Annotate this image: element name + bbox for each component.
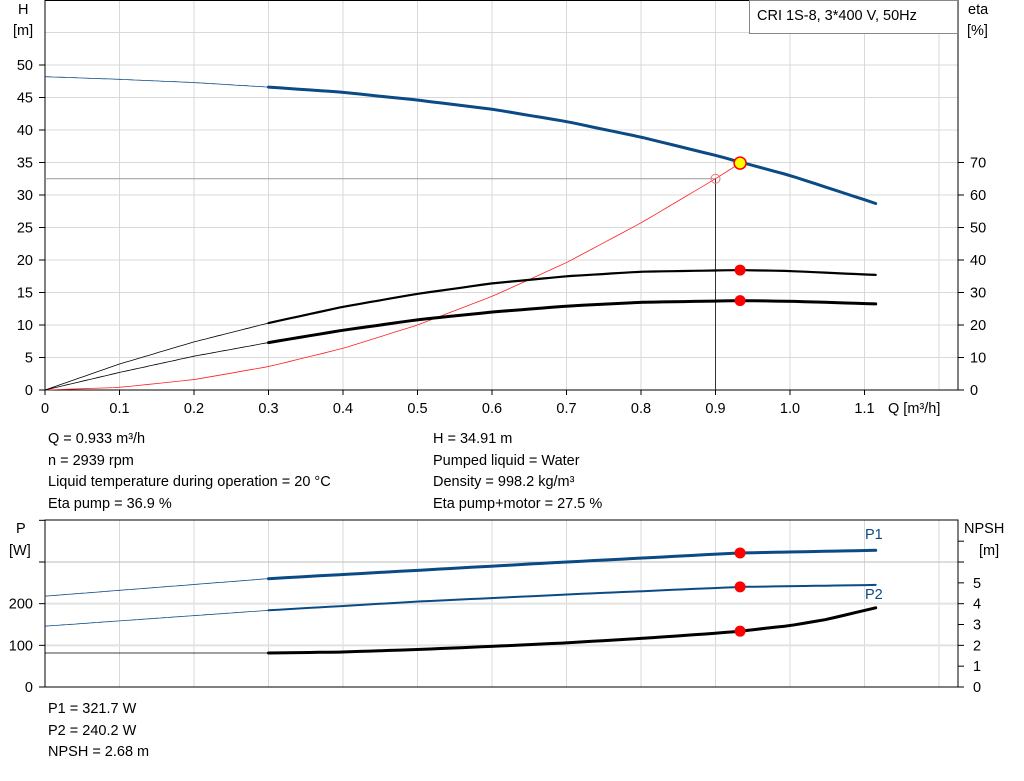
eta-tick-label: 20: [970, 318, 986, 334]
eta-total-curve: [267, 299, 878, 345]
eta-tick-label: 10: [970, 351, 986, 367]
h-axis-unit: [m]: [13, 23, 33, 39]
x-tick-label: 1.1: [854, 401, 874, 417]
info-bottom: P1 = 321.7 W P2 = 240.2 W NPSH = 2.68 m: [48, 699, 149, 764]
chart-title: CRI 1S-8, 3*400 V, 50Hz: [757, 8, 917, 24]
h-tick-label: 0: [25, 383, 33, 399]
npsh-tick-label: 5: [973, 576, 981, 592]
x-tick-label: 0: [41, 401, 49, 417]
npsh-tick-label: 0: [973, 680, 981, 696]
eta-pump-curve-thin: [44, 322, 269, 391]
info-liquid: Pumped liquid = Water: [433, 452, 580, 469]
h-tick-label: 35: [17, 156, 33, 172]
p1-curve: [267, 548, 878, 581]
p-tick-label: 200: [9, 597, 33, 613]
p-axis-label: P: [16, 521, 26, 537]
q-axis-label: Q [m³/h]: [888, 401, 940, 417]
p2-series-label: P2: [865, 587, 883, 603]
p2-curve-thin: [44, 609, 269, 627]
p1-series-label: P1: [865, 527, 883, 543]
p-tick-label: 0: [25, 680, 33, 696]
x-tick-label: 0.1: [109, 401, 129, 417]
eta-tick-label: 70: [970, 156, 986, 172]
h-tick-label: 20: [17, 253, 33, 269]
eta-tick-label: 30: [970, 286, 986, 302]
info-eta-total: Eta pump+motor = 27.5 %: [433, 495, 603, 512]
info-right: H = 34.91 m Pumped liquid = Water Densit…: [433, 429, 602, 515]
p2-marker: [734, 581, 746, 593]
h-tick-label: 30: [17, 188, 33, 204]
x-tick-label: 0.7: [556, 401, 576, 417]
info-head: H = 34.91 m: [433, 431, 513, 447]
eta-pump-marker: [734, 264, 746, 276]
head-curve: [267, 85, 878, 205]
x-tick-label: 0.9: [705, 401, 725, 417]
eta-tick-label: 0: [970, 383, 978, 399]
requested-point-marker: [710, 173, 721, 184]
info-eta-pump: Eta pump = 36.9 %: [48, 495, 172, 512]
curves: [44, 76, 878, 655]
h-tick-label: 15: [17, 286, 33, 302]
h-axis-label: H: [18, 2, 28, 18]
npsh-axis-unit: [m]: [979, 543, 999, 559]
h-tick-label: 5: [25, 351, 33, 367]
info-speed: n = 2939 rpm: [48, 452, 134, 469]
p1-curve-thin: [44, 578, 269, 597]
h-tick-label: 25: [17, 221, 33, 237]
p-tick-label: 100: [9, 638, 33, 654]
info-density: Density = 998.2 kg/m³: [433, 474, 575, 490]
info-p1: P1 = 321.7 W: [48, 701, 137, 717]
npsh-marker: [734, 625, 746, 637]
h-tick-label: 40: [17, 123, 33, 139]
eta-tick-label: 60: [970, 188, 986, 204]
info-left: Q = 0.933 m³/h n = 2939 rpm Liquid tempe…: [48, 429, 331, 515]
npsh-axis-label: NPSH: [964, 521, 1004, 537]
eta-tick-label: 50: [970, 221, 986, 237]
x-tick-label: 0.4: [333, 401, 353, 417]
legend-box: [749, 0, 958, 34]
npsh-tick-label: 2: [973, 638, 981, 654]
npsh-curve: [267, 606, 878, 655]
npsh-tick-label: 3: [973, 618, 981, 634]
info-npsh: NPSH = 2.68 m: [48, 744, 150, 760]
eta-axis-unit: [%]: [967, 23, 988, 39]
npsh-tick-label: 1: [973, 659, 981, 675]
x-tick-label: 0.2: [184, 401, 204, 417]
npsh-tick-label: 4: [973, 597, 981, 613]
h-tick-label: 10: [17, 318, 33, 334]
h-tick-label: 45: [17, 91, 33, 107]
h-tick-label: 50: [17, 58, 33, 74]
system-curve: [44, 162, 741, 391]
x-tick-label: 0.6: [482, 401, 502, 417]
bottom-chart-grid: [44, 519, 959, 688]
duty-point-marker: [733, 156, 747, 170]
eta-total-curve-thin: [44, 342, 269, 391]
info-flow: Q = 0.933 m³/h: [48, 431, 146, 447]
x-tick-label: 1.0: [780, 401, 800, 417]
x-tick-label: 0.8: [631, 401, 651, 417]
eta-pump-curve: [267, 269, 877, 325]
x-tick-label: 0.3: [258, 401, 278, 417]
tick-labels: 0 0.1 0.2 0.3 0.4 0.5 0.6 0.7 0.8 0.9 1.0 1.1051015…: [9, 58, 986, 696]
top-chart-grid: [44, 0, 959, 391]
p2-curve: [267, 583, 877, 612]
p1-marker: [734, 547, 746, 559]
p-axis-unit: [W]: [9, 543, 31, 559]
info-temperature: Liquid temperature during operation = 20…: [48, 474, 331, 490]
x-tick-label: 0.5: [407, 401, 427, 417]
eta-total-marker: [734, 295, 746, 307]
info-p2: P2 = 240.2 W: [48, 722, 137, 739]
eta-tick-label: 40: [970, 253, 986, 269]
head-curve-thin: [44, 76, 269, 88]
eta-axis-label: eta: [968, 2, 989, 18]
